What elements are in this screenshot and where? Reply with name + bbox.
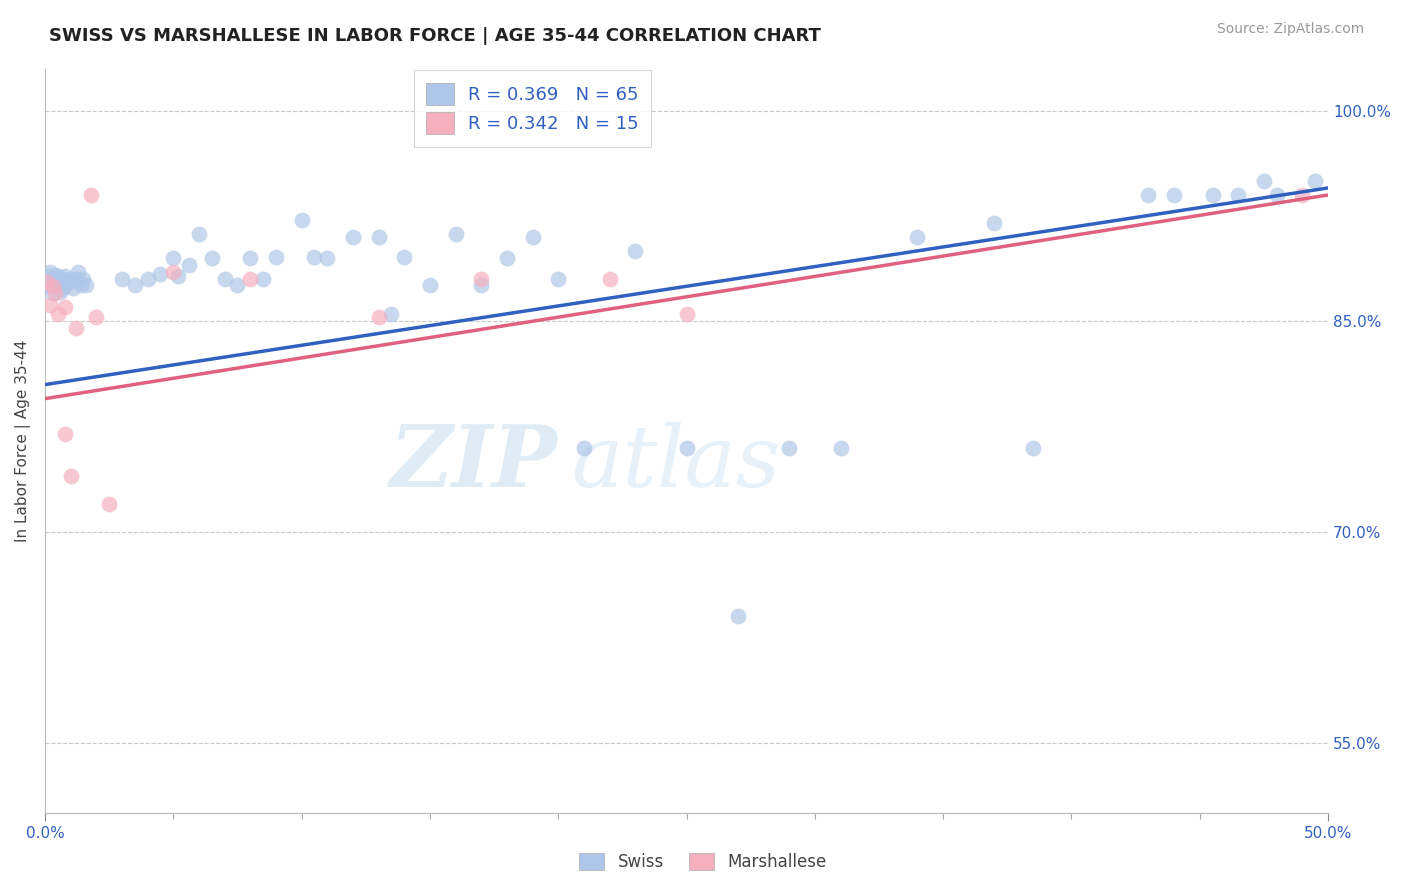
Point bbox=[136, 272, 159, 286]
Point bbox=[98, 497, 121, 511]
Point bbox=[392, 250, 415, 264]
Point bbox=[599, 272, 621, 286]
Point bbox=[162, 251, 184, 265]
Point bbox=[39, 297, 62, 311]
Point bbox=[39, 279, 62, 293]
Point bbox=[111, 272, 134, 286]
Point bbox=[37, 269, 59, 284]
Point bbox=[419, 277, 441, 292]
Point bbox=[65, 272, 87, 286]
Point bbox=[290, 213, 312, 227]
Point bbox=[1201, 188, 1223, 202]
Point bbox=[239, 272, 262, 286]
Point bbox=[59, 272, 82, 286]
Point bbox=[37, 275, 59, 289]
Point bbox=[495, 251, 517, 265]
Point bbox=[84, 820, 107, 834]
Point bbox=[675, 307, 697, 321]
Point bbox=[470, 272, 492, 286]
Point bbox=[470, 277, 492, 292]
Point bbox=[55, 426, 77, 441]
Point bbox=[380, 307, 402, 321]
Point bbox=[226, 277, 249, 292]
Point bbox=[187, 227, 209, 242]
Point bbox=[41, 274, 63, 288]
Point bbox=[1265, 188, 1288, 202]
Point bbox=[252, 272, 274, 286]
Point bbox=[547, 272, 569, 286]
Point bbox=[59, 469, 82, 483]
Point bbox=[778, 441, 800, 455]
Point bbox=[1137, 188, 1160, 202]
Point bbox=[444, 227, 467, 242]
Point bbox=[46, 277, 69, 292]
Y-axis label: In Labor Force | Age 35-44: In Labor Force | Age 35-44 bbox=[15, 340, 31, 542]
Point bbox=[46, 269, 69, 284]
Point bbox=[907, 230, 929, 244]
Text: Source: ZipAtlas.com: Source: ZipAtlas.com bbox=[1216, 22, 1364, 37]
Text: SWISS VS MARSHALLESE IN LABOR FORCE | AGE 35-44 CORRELATION CHART: SWISS VS MARSHALLESE IN LABOR FORCE | AG… bbox=[49, 27, 821, 45]
Point bbox=[124, 277, 146, 292]
Point bbox=[167, 269, 190, 284]
Point bbox=[367, 230, 389, 244]
Point bbox=[55, 277, 77, 292]
Point bbox=[55, 269, 77, 284]
Point bbox=[1291, 188, 1313, 202]
Point bbox=[84, 310, 107, 325]
Point bbox=[44, 268, 66, 282]
Point bbox=[49, 285, 72, 299]
Point bbox=[62, 281, 84, 295]
Point bbox=[52, 272, 75, 286]
Point bbox=[1253, 174, 1275, 188]
Point bbox=[41, 286, 63, 301]
Point bbox=[177, 258, 200, 272]
Point bbox=[162, 265, 184, 279]
Text: atlas: atlas bbox=[571, 422, 780, 505]
Point bbox=[522, 230, 544, 244]
Point bbox=[830, 441, 852, 455]
Point bbox=[1022, 441, 1045, 455]
Point bbox=[675, 441, 697, 455]
Point bbox=[342, 230, 364, 244]
Point bbox=[264, 250, 287, 264]
Point bbox=[52, 281, 75, 295]
Point bbox=[41, 279, 63, 293]
Point bbox=[214, 272, 236, 286]
Point bbox=[65, 321, 87, 335]
Point bbox=[1303, 174, 1326, 188]
Point bbox=[367, 310, 389, 325]
Point bbox=[44, 286, 66, 301]
Point bbox=[727, 609, 749, 624]
Legend: R = 0.369   N = 65, R = 0.342   N = 15: R = 0.369 N = 65, R = 0.342 N = 15 bbox=[413, 70, 651, 146]
Legend: Swiss, Marshallese: Swiss, Marshallese bbox=[571, 845, 835, 880]
Text: ZIP: ZIP bbox=[391, 421, 558, 505]
Point bbox=[69, 277, 91, 292]
Point bbox=[572, 441, 595, 455]
Point bbox=[201, 251, 224, 265]
Point bbox=[56, 275, 79, 289]
Point bbox=[55, 301, 77, 315]
Point bbox=[1163, 188, 1185, 202]
Point bbox=[239, 251, 262, 265]
Point bbox=[80, 188, 103, 202]
Point bbox=[1227, 188, 1250, 202]
Point bbox=[75, 277, 97, 292]
Point bbox=[37, 275, 59, 289]
Point bbox=[44, 279, 66, 293]
Point bbox=[72, 272, 94, 286]
Point bbox=[304, 250, 326, 264]
Point bbox=[624, 244, 647, 259]
Point bbox=[316, 251, 339, 265]
Point bbox=[149, 267, 172, 281]
Point bbox=[67, 265, 90, 279]
Point bbox=[983, 216, 1005, 230]
Point bbox=[46, 307, 69, 321]
Point bbox=[39, 265, 62, 279]
